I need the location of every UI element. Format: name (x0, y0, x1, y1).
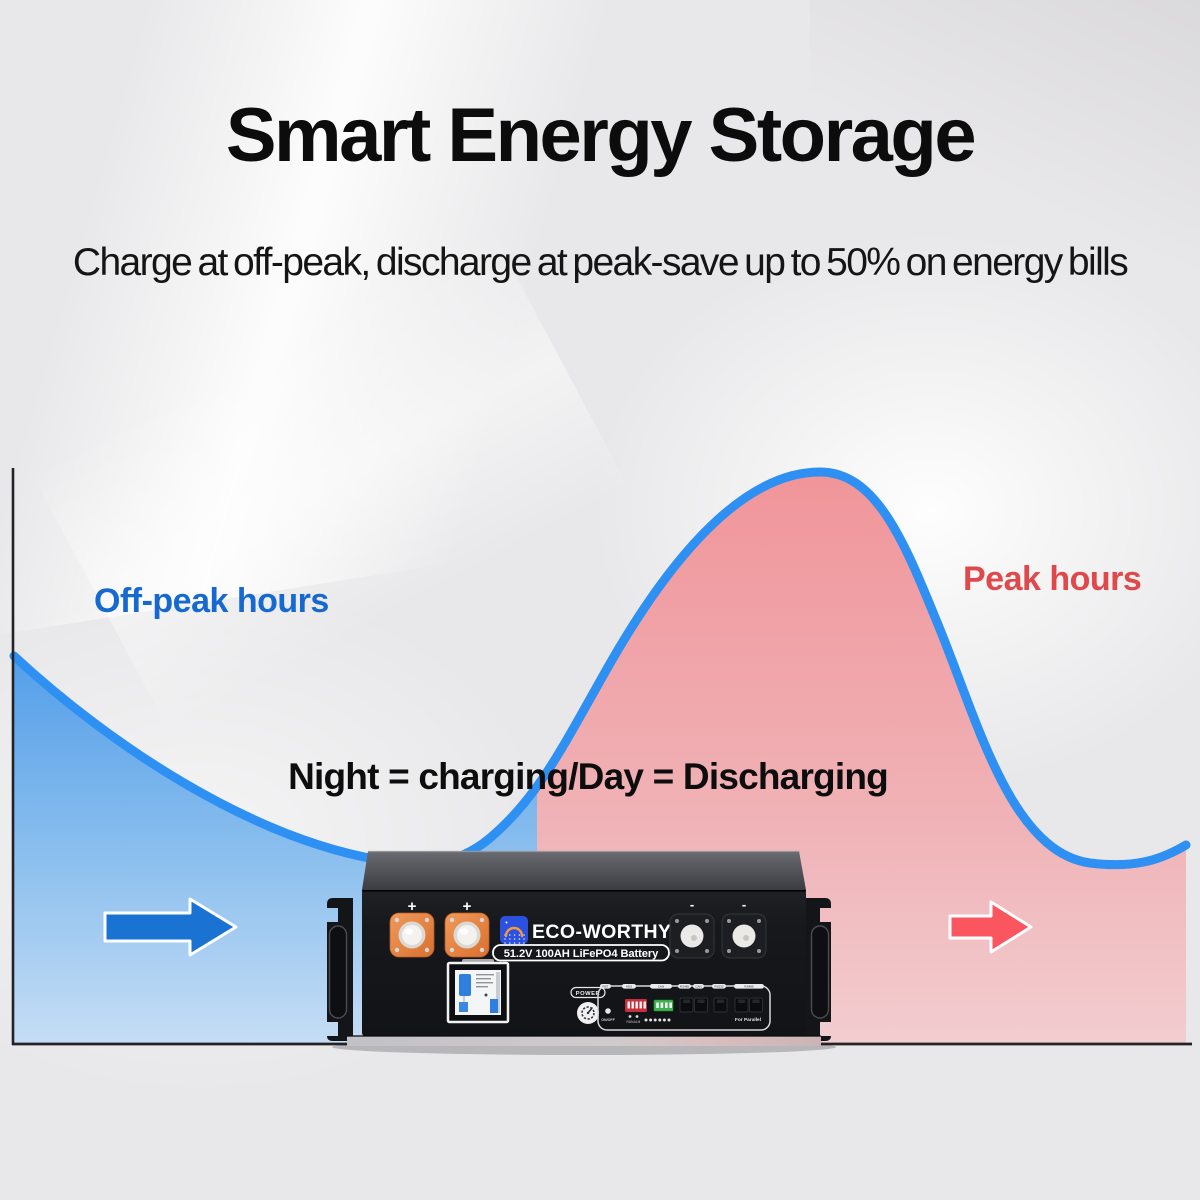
parallel-label: For Parallel (735, 1017, 761, 1023)
svg-text:RS485: RS485 (744, 985, 754, 989)
battery-unit: + + ECO-WORTHY (327, 850, 836, 1055)
page-title: Smart Energy Storage (225, 93, 977, 178)
rj45-port (713, 997, 728, 1013)
rack-handle-left (328, 925, 348, 1019)
port-label-pill: RS485 (678, 984, 691, 989)
svg-text:ADS: ADS (626, 985, 632, 989)
battery-bottom-rail (347, 1036, 821, 1046)
port-label-pill: CAN (650, 984, 672, 989)
negative-terminal (669, 913, 715, 959)
svg-text:RUN: RUN (627, 1020, 635, 1024)
comms-panel: RST ADS CAN RS485 CAN RS232 (597, 984, 771, 1031)
charging-mode-label: Night = charging/Day = Discharging (288, 756, 889, 797)
rack-handle-right (810, 925, 830, 1019)
green-connector (653, 999, 674, 1012)
brand-logo-icon (500, 916, 528, 944)
rj45-port (749, 997, 763, 1013)
peak-label: Peak hours (963, 560, 1142, 598)
spec-badge: 51.2V 100AH LiFePO4 Battery (492, 944, 670, 962)
svg-text:CAN: CAN (695, 985, 701, 989)
off-peak-label: Off-peak hours (94, 582, 329, 620)
svg-text:RST: RST (603, 985, 609, 989)
negative-terminal (721, 913, 767, 959)
status-leds: RUN ALM (627, 1015, 671, 1024)
battery-top-face (362, 851, 806, 890)
power-label: POWER (576, 991, 601, 997)
port-label-pill: RS485 (734, 984, 764, 989)
rj45-port (679, 997, 694, 1013)
positive-terminal-label: + (408, 898, 417, 915)
svg-text:ON/OFF: ON/OFF (601, 1018, 615, 1022)
onoff-led: ON/OFF (601, 1008, 616, 1022)
offpeak-flow-arrow (103, 897, 238, 957)
dip-switch (625, 999, 647, 1012)
svg-text:CAN: CAN (658, 985, 664, 989)
lcd-screen (446, 959, 510, 1024)
positive-terminal (389, 912, 435, 958)
svg-text:ALM: ALM (634, 1020, 641, 1024)
svg-text:RS232: RS232 (714, 985, 724, 989)
port-label-pill: ADS (622, 984, 636, 989)
page-subtitle: Charge at off-peak, discharge at peak-sa… (72, 241, 1129, 284)
positive-terminal-label: + (463, 898, 472, 915)
negative-terminal-label: - (690, 897, 694, 912)
spec-text: 51.2V 100AH LiFePO4 Battery (504, 948, 659, 960)
rj45-port (734, 997, 749, 1013)
brand-name: ECO-WORTHY (532, 921, 671, 943)
power-button: POWER (570, 986, 606, 1024)
demand-curve (9, 467, 1191, 870)
port-label-pill: RS232 (712, 984, 726, 989)
positive-terminal (444, 912, 490, 958)
svg-text:RS485: RS485 (680, 985, 690, 989)
port-label-pill: CAN (693, 984, 704, 989)
peak-flow-arrow (948, 900, 1033, 954)
rj45-port (694, 997, 708, 1013)
negative-terminal-label: - (742, 897, 746, 912)
port-label-pill: RST (600, 984, 611, 989)
